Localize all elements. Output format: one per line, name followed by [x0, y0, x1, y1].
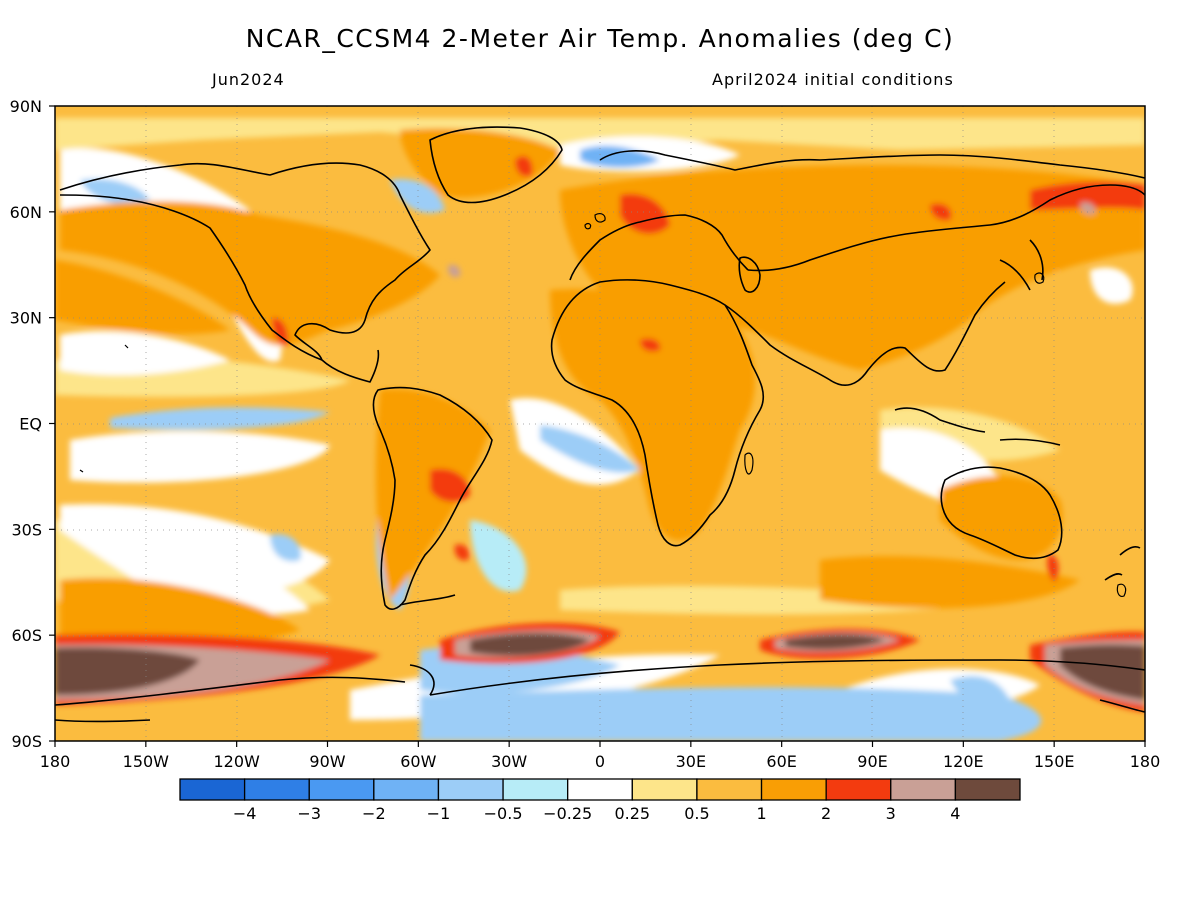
- lat-tick-label: 90N: [10, 97, 42, 116]
- colorbar-labels: −4 −3 −2 −1 −0.5 −0.25 0.25 0.5 1 2 3 4: [233, 804, 961, 823]
- colorbar-swatch: [890, 778, 957, 801]
- colorbar-swatch: [502, 778, 569, 801]
- lon-tick-label: 60W: [400, 752, 436, 771]
- colorbar-label: 2: [821, 804, 831, 823]
- colorbar-swatch: [437, 778, 504, 801]
- colorbar-swatch: [308, 778, 375, 801]
- lon-tick-label: 150W: [123, 752, 170, 771]
- colorbar-label: −1: [427, 804, 451, 823]
- colorbar-swatch: [373, 778, 440, 801]
- colorbar-label: −2: [362, 804, 386, 823]
- lon-tick-label: 150E: [1034, 752, 1075, 771]
- colorbar-swatch: [631, 778, 698, 801]
- lat-tick-label: EQ: [19, 415, 42, 434]
- colorbar-label: 3: [886, 804, 896, 823]
- lon-tick-label: 30W: [491, 752, 527, 771]
- colorbar-label: 0.25: [614, 804, 650, 823]
- colorbar-swatch: [760, 778, 827, 801]
- longitude-axis: 180 150W 120W 90W 60W 30W 0 30E 60E 90E 120E 150E 18…: [40, 752, 1161, 771]
- lon-tick-label: 60E: [766, 752, 796, 771]
- lat-tick-label: 30N: [10, 309, 42, 328]
- coastlines: [55, 126, 1145, 723]
- colorbar-swatch: [696, 778, 763, 801]
- colorbar: [179, 778, 1021, 801]
- valid-month-label: Jun2024: [212, 70, 285, 89]
- anomaly-field: [55, 106, 1145, 741]
- chart-title: NCAR_CCSM4 2-Meter Air Temp. Anomalies (…: [245, 24, 955, 53]
- colorbar-label: 4: [950, 804, 960, 823]
- lon-tick-label: 0: [595, 752, 605, 771]
- latitude-axis: 90N 60N 30N EQ 30S 60S 90S: [10, 97, 42, 751]
- colorbar-swatch: [567, 778, 633, 801]
- lon-tick-label: 180: [40, 752, 71, 771]
- lon-tick-label: 30E: [676, 752, 706, 771]
- axis-ticks: [49, 105, 1146, 747]
- colorbar-label: −3: [297, 804, 321, 823]
- lon-tick-label: 120W: [213, 752, 260, 771]
- lat-tick-label: 60S: [11, 626, 42, 645]
- lat-tick-label: 90S: [11, 732, 42, 751]
- colorbar-label: 0.5: [684, 804, 709, 823]
- colorbar-swatch: [954, 778, 1021, 801]
- colorbar-label: 1: [756, 804, 766, 823]
- initial-conditions-label: April2024 initial conditions: [712, 70, 954, 89]
- colorbar-swatch: [243, 778, 310, 801]
- colorbar-label: −4: [233, 804, 257, 823]
- islands: [79, 213, 1127, 597]
- lon-tick-label: 120E: [943, 752, 984, 771]
- lat-tick-label: 60N: [10, 203, 42, 222]
- colorbar-swatch: [825, 778, 892, 801]
- lat-tick-label: 30S: [11, 520, 42, 539]
- lon-tick-label: 180: [1130, 752, 1161, 771]
- colorbar-label: −0.5: [484, 804, 523, 823]
- lon-tick-label: 90W: [309, 752, 345, 771]
- lon-tick-label: 90E: [857, 752, 887, 771]
- colorbar-label: −0.25: [543, 804, 592, 823]
- colorbar-swatch: [179, 778, 246, 801]
